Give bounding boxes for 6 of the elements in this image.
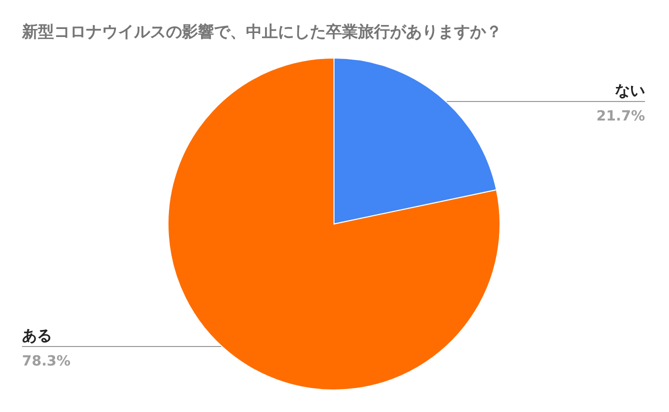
- data-label: 21.7%: [596, 108, 645, 125]
- slice-label: ない: [615, 82, 645, 100]
- data-label: 78.3%: [22, 353, 71, 370]
- pie-slice: [168, 58, 500, 390]
- slice-label: ある: [22, 326, 52, 344]
- chart-title: 新型コロナウイルスの影響で、中止にした卒業旅行がありますか？: [21, 22, 502, 41]
